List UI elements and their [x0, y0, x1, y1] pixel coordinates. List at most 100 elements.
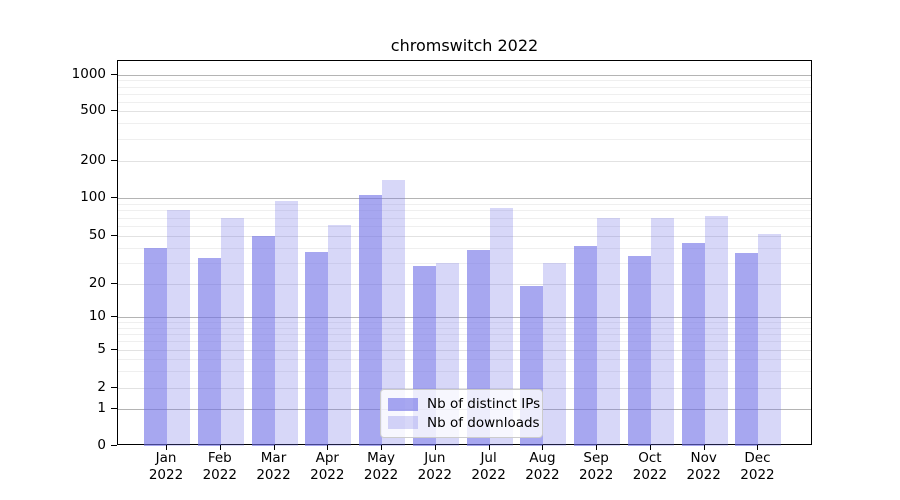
- y-tick-label-200: 200: [80, 152, 106, 168]
- x-tick-month: Apr: [315, 450, 339, 466]
- bar-nb-of-downloads-jan: [167, 210, 190, 446]
- x-tick-mark-oct: [649, 445, 651, 450]
- y-tick-label-1: 1: [97, 400, 106, 416]
- bar-nb-of-downloads-dec: [758, 233, 782, 446]
- legend-label-nb-of-downloads: Nb of downloads: [427, 414, 540, 431]
- x-tick-month: Dec: [744, 450, 771, 466]
- gridline-y-7: [118, 333, 811, 335]
- x-tick-year: 2022: [310, 467, 345, 483]
- gridline-y-50: [118, 236, 811, 237]
- gridline-y-400: [118, 123, 811, 125]
- x-tick-year: 2022: [686, 467, 721, 483]
- gridline-y-1000: [118, 75, 811, 76]
- y-tick-label-50: 50: [88, 227, 106, 243]
- y-tick-mark-1000: [111, 74, 117, 75]
- bar-nb-of-distinct-ips-apr: [305, 251, 329, 446]
- x-tick-label-mar: Mar 2022: [234, 450, 314, 484]
- y-tick-mark-200: [111, 160, 117, 161]
- x-tick-month: Mar: [260, 450, 287, 466]
- gridline-y-40: [118, 247, 811, 249]
- gridline-y-3: [118, 371, 811, 373]
- gridline-y-4: [118, 359, 811, 361]
- x-tick-label-may: May 2022: [341, 450, 421, 484]
- gridline-y-70: [118, 217, 811, 219]
- x-tick-year: 2022: [471, 467, 506, 483]
- gridline-y-6: [118, 341, 811, 343]
- x-tick-mark-jan: [166, 445, 167, 450]
- legend: Nb of distinct IPs Nb of downloads: [380, 389, 543, 438]
- y-tick-mark-10: [111, 316, 117, 317]
- gridline-y-600: [118, 101, 811, 103]
- x-tick-label-nov: Nov 2022: [664, 450, 744, 484]
- y-tick-mark-50: [111, 235, 117, 236]
- x-tick-mark-jul: [488, 445, 490, 450]
- x-tick-label-dec: Dec 2022: [717, 450, 797, 484]
- gridline-y-60: [118, 226, 811, 227]
- y-tick-mark-2: [111, 387, 117, 388]
- x-tick-mark-apr: [327, 445, 329, 450]
- gridline-y-80: [118, 210, 811, 212]
- bar-nb-of-downloads-oct: [650, 218, 674, 446]
- y-tick-label-2: 2: [97, 379, 106, 395]
- bar-nb-of-downloads-nov: [704, 216, 728, 446]
- bar-nb-of-downloads-jul: [489, 207, 513, 446]
- gridline-y-900: [118, 80, 811, 82]
- gridline-y-30: [118, 262, 811, 264]
- x-tick-label-apr: Apr 2022: [287, 450, 367, 484]
- x-tick-month: May: [367, 450, 396, 466]
- bar-nb-of-downloads-aug: [543, 262, 567, 446]
- x-tick-mark-may: [381, 445, 383, 450]
- x-tick-label-sep: Sep 2022: [556, 450, 636, 484]
- gridline-y-800: [118, 86, 811, 88]
- chart-title: chromswitch 2022: [390, 36, 539, 55]
- legend-label-nb-of-distinct-ips: Nb of distinct IPs: [427, 396, 541, 413]
- x-tick-mark-nov: [703, 445, 705, 450]
- bar-nb-of-distinct-ips-dec: [735, 253, 759, 446]
- bar-nb-of-downloads-mar: [274, 200, 298, 446]
- bar-nb-of-distinct-ips-oct: [627, 256, 651, 446]
- legend-swatch-nb-of-distinct-ips: [388, 397, 418, 411]
- y-tick-label-100: 100: [80, 189, 106, 205]
- gridline-y-100: [118, 198, 811, 199]
- x-tick-mark-feb: [219, 445, 221, 450]
- bar-nb-of-downloads-may: [382, 180, 406, 446]
- x-tick-mark-aug: [542, 445, 544, 450]
- x-tick-mark-jun: [434, 445, 436, 450]
- gridline-y-700: [118, 93, 811, 95]
- x-tick-label-feb: Feb 2022: [180, 450, 260, 484]
- x-tick-month: Jun: [424, 450, 446, 466]
- bar-nb-of-distinct-ips-may: [359, 195, 383, 446]
- x-tick-label-jan: Jan 2022: [126, 450, 206, 484]
- x-tick-month: Sep: [583, 450, 609, 466]
- y-tick-label-5: 5: [97, 341, 106, 357]
- legend-row-nb-of-downloads: Nb of downloads: [388, 414, 540, 432]
- x-tick-label-jul: Jul 2022: [449, 450, 529, 484]
- x-tick-year: 2022: [632, 467, 668, 483]
- gridline-y-20: [118, 284, 811, 285]
- y-tick-mark-1: [111, 408, 117, 409]
- bar-nb-of-downloads-sep: [597, 218, 621, 446]
- gridline-y-10: [118, 317, 811, 318]
- x-tick-year: 2022: [578, 467, 614, 483]
- x-tick-month: Aug: [529, 450, 556, 466]
- gridline-y-300: [118, 138, 811, 140]
- y-tick-label-500: 500: [80, 102, 106, 118]
- gridline-y-5: [118, 350, 811, 351]
- gridline-y-8: [118, 327, 811, 329]
- x-tick-year: 2022: [525, 467, 560, 483]
- x-tick-year: 2022: [417, 467, 453, 483]
- x-tick-year: 2022: [740, 467, 775, 483]
- legend-row-nb-of-distinct-ips: Nb of distinct IPs: [388, 395, 540, 413]
- y-tick-mark-20: [111, 283, 117, 284]
- bar-nb-of-distinct-ips-mar: [251, 236, 275, 446]
- x-tick-year: 2022: [363, 467, 399, 483]
- bar-nb-of-distinct-ips-jan: [144, 247, 167, 446]
- y-tick-mark-100: [111, 197, 117, 198]
- bar-nb-of-downloads-apr: [328, 225, 352, 446]
- x-tick-label-jun: Jun 2022: [395, 450, 475, 484]
- x-tick-month: Nov: [690, 450, 717, 466]
- y-tick-label-1000: 1000: [71, 66, 106, 82]
- x-tick-month: Feb: [207, 450, 232, 466]
- plot-area: [117, 60, 812, 446]
